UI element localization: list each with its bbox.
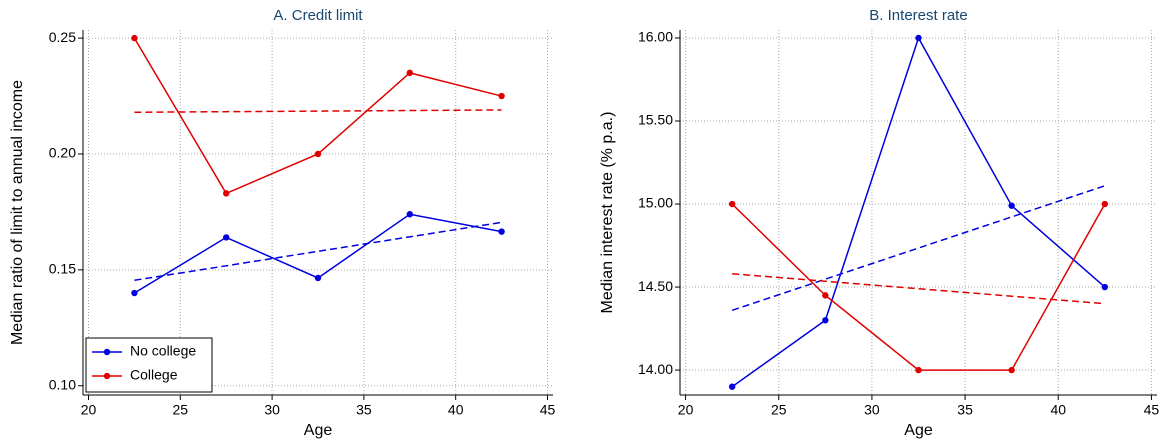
x-tick-label: 35 — [957, 402, 973, 418]
trend-line — [732, 273, 1105, 305]
point — [728, 200, 736, 208]
x-tick-label: 45 — [540, 402, 556, 418]
x-tick-label: 20 — [81, 402, 97, 418]
y-tick-label: 14.00 — [638, 361, 673, 377]
legend-marker — [103, 372, 111, 380]
point — [406, 69, 413, 77]
x-tick-label: 20 — [678, 402, 694, 418]
point — [1101, 200, 1109, 208]
point — [314, 150, 322, 158]
x-tick-label: 45 — [1144, 402, 1160, 418]
legend-box — [85, 337, 213, 393]
point — [822, 317, 829, 324]
legend-marker — [103, 348, 111, 356]
point — [1008, 366, 1015, 374]
x-axis-title: Age — [304, 422, 333, 439]
point — [406, 211, 413, 218]
x-tick-label: 25 — [173, 402, 189, 418]
x-axis-title: Age — [904, 422, 933, 439]
legend-label: College — [130, 367, 178, 383]
series-line — [731, 36, 1106, 388]
y-tick-label: 15.50 — [638, 112, 673, 128]
point — [1101, 283, 1109, 291]
x-tick-label: 35 — [356, 402, 372, 418]
x-tick-label: 30 — [264, 402, 280, 418]
y-tick-label: 14.50 — [638, 278, 673, 294]
point — [915, 34, 922, 42]
point — [498, 92, 505, 100]
y-axis-title: Median ratio of limit to annual income — [9, 80, 26, 345]
chart-title: B. Interest rate — [869, 7, 967, 24]
point — [223, 234, 230, 241]
chart-title: A. Credit limit — [273, 7, 363, 24]
point — [498, 228, 505, 235]
series-line — [134, 213, 502, 294]
point — [915, 366, 922, 374]
x-tick-label: 40 — [448, 402, 464, 418]
y-tick-label: 0.10 — [49, 376, 76, 392]
series-line — [133, 37, 502, 195]
legend-label: No college — [130, 343, 196, 359]
point — [728, 383, 736, 390]
trend-line — [134, 221, 502, 282]
point — [223, 190, 230, 197]
point — [822, 292, 829, 299]
x-tick-label: 25 — [771, 402, 787, 418]
y-axis-title: Median interest rate (% p.a.) — [599, 112, 616, 314]
x-tick-label: 30 — [864, 402, 880, 418]
y-tick-label: 0.20 — [49, 145, 76, 161]
y-tick-label: 15.00 — [638, 195, 673, 211]
point — [1008, 202, 1015, 209]
point — [131, 289, 138, 297]
trend-line — [134, 109, 502, 114]
point — [314, 274, 322, 282]
y-tick-label: 16.00 — [638, 29, 673, 45]
y-tick-label: 0.15 — [49, 261, 76, 277]
x-tick-label: 40 — [1050, 402, 1066, 418]
point — [131, 34, 138, 42]
y-tick-label: 0.25 — [49, 29, 76, 45]
